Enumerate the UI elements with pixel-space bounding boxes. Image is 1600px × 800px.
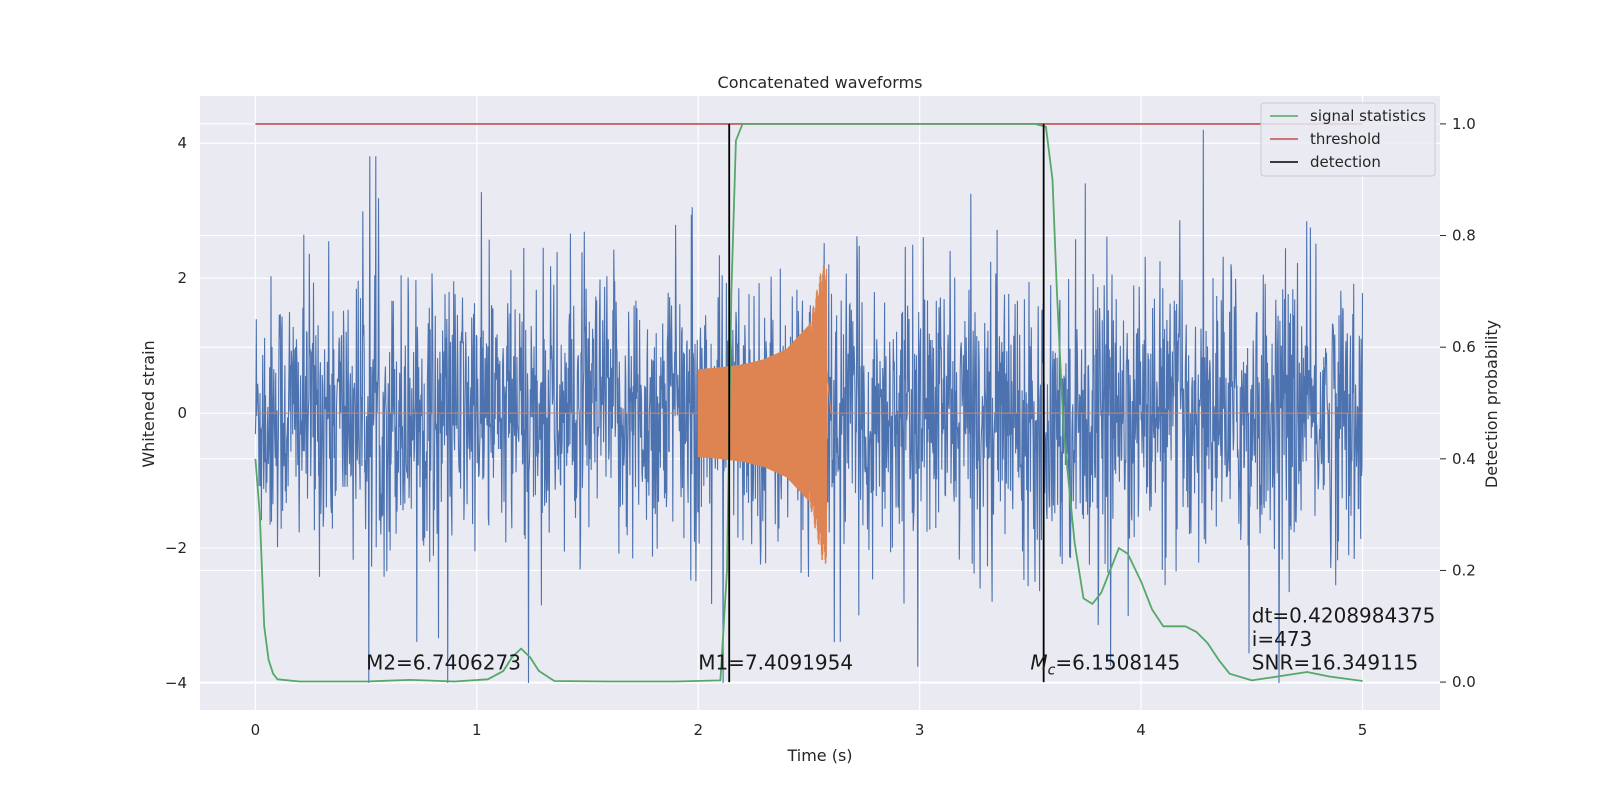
- annotation-text: M2=6.7406273: [366, 651, 521, 675]
- x-tick-label: 3: [915, 721, 925, 739]
- y2-tick-label: 1.0: [1452, 115, 1476, 133]
- annotation-text: M1=7.4091954: [698, 651, 853, 675]
- x-tick-label: 1: [472, 721, 482, 739]
- annotation-text: i=473: [1252, 627, 1313, 651]
- annotations: M2=6.7406273 M1=7.4091954 Mc=6.1508145 dt=0…: [366, 603, 1435, 678]
- y2-axis-label: Detection probability: [1482, 320, 1501, 488]
- y-tick-label: 4: [177, 134, 187, 152]
- y-axis-label: Whitened strain: [139, 340, 158, 467]
- chart-title: Concatenated waveforms: [718, 73, 923, 92]
- y2-tick-label: 0.6: [1452, 338, 1476, 356]
- annotation-text: SNR=16.349115: [1252, 651, 1418, 675]
- x-axis-label: Time (s): [786, 746, 852, 765]
- y2-tick-label: 0.2: [1452, 561, 1476, 579]
- legend-label-detection: detection: [1310, 153, 1381, 171]
- legend-box: [1260, 102, 1436, 177]
- series-layer: [254, 123, 1364, 684]
- annotation-text: dt=0.4208984375: [1252, 603, 1436, 627]
- x-tick-label: 2: [693, 721, 703, 739]
- y2-ticks: 0.0 0.2 0.4 0.6 0.8 1.0: [1440, 115, 1476, 691]
- x-ticks: 0 1 2 3 4 5: [251, 721, 1368, 739]
- y2-tick-label: 0.0: [1452, 673, 1476, 691]
- y2-tick-label: 0.4: [1452, 450, 1476, 468]
- legend-label-signal-statistics: signal statistics: [1310, 107, 1426, 125]
- x-tick-label: 4: [1136, 721, 1146, 739]
- y-tick-label: 0: [177, 404, 187, 422]
- legend-label-threshold: threshold: [1310, 130, 1381, 148]
- signal-statistics-line: [254, 123, 1363, 683]
- x-tick-label: 0: [251, 721, 261, 739]
- annotation-text: Mc=6.1508145: [1030, 651, 1180, 679]
- x-tick-label: 5: [1358, 721, 1368, 739]
- y-tick-label: 2: [177, 269, 187, 287]
- template-series: [255, 263, 1363, 564]
- y2-tick-label: 0.8: [1452, 227, 1476, 245]
- y-ticks: −4 −2 0 2 4: [165, 134, 187, 692]
- y-tick-label: −2: [165, 539, 187, 557]
- legend: signal statistics threshold detection: [1260, 102, 1436, 177]
- y-tick-label: −4: [165, 674, 187, 692]
